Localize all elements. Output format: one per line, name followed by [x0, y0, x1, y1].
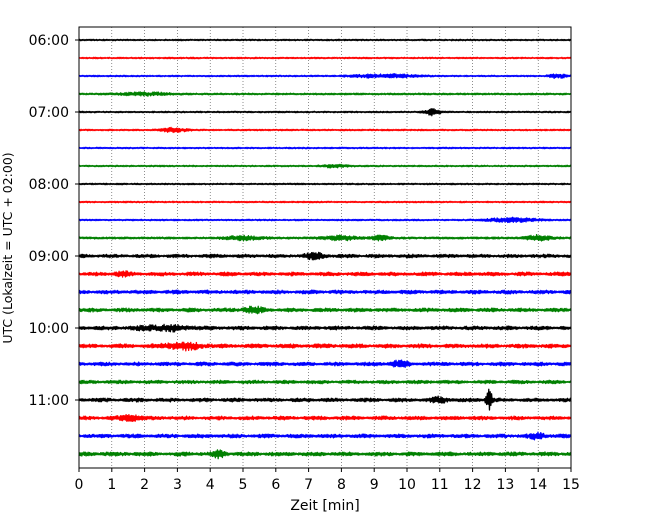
x-tick-label: 13 — [496, 477, 514, 493]
seismogram-trace — [78, 182, 572, 186]
seismogram-trace — [78, 431, 572, 441]
seismogram-trace — [78, 388, 572, 411]
y-tick-label: 11:00 — [29, 393, 69, 409]
seismogram-trace — [78, 449, 572, 460]
seismogram-trace — [78, 379, 572, 385]
x-tick-label: 11 — [431, 477, 449, 493]
y-tick-label: 08:00 — [29, 177, 69, 193]
x-tick-label: 14 — [529, 477, 547, 493]
seismogram-trace — [78, 323, 572, 333]
y-axis-ticks: 06:00 07:00 08:00 09:00 10:00 11:00 — [29, 33, 79, 409]
seismogram-trace — [78, 270, 572, 278]
x-tick-label: 8 — [337, 477, 346, 493]
x-axis-label: Zeit [min] — [290, 498, 359, 514]
y-tick-label: 06:00 — [29, 33, 69, 49]
seismogram-trace — [78, 359, 572, 368]
x-tick-label: 12 — [464, 477, 482, 493]
seismogram-trace — [78, 341, 572, 352]
x-tick-label: 6 — [271, 477, 280, 493]
seismogram-trace — [78, 216, 572, 224]
seismogram-trace — [78, 233, 572, 242]
seismogram-trace — [78, 305, 572, 315]
x-tick-label: 2 — [140, 477, 149, 493]
seismogram-trace — [78, 200, 572, 204]
seismogram-trace — [78, 126, 572, 134]
y-tick-label: 07:00 — [29, 105, 69, 121]
seismogram-trace — [78, 289, 572, 295]
seismogram-trace — [78, 73, 572, 80]
x-tick-label: 5 — [239, 477, 248, 493]
x-tick-label: 1 — [107, 477, 116, 493]
seismogram-trace — [78, 146, 572, 150]
x-tick-label: 4 — [206, 477, 215, 493]
seismogram-trace — [78, 91, 572, 97]
x-tick-label: 0 — [75, 477, 84, 493]
y-tick-label: 10:00 — [29, 321, 69, 337]
x-tick-label: 15 — [562, 477, 580, 493]
plot-frame — [78, 26, 572, 469]
seismogram-trace — [78, 163, 572, 169]
x-axis-ticks: 0 1 2 3 4 5 6 7 8 9 10 11 12 13 14 15 — [75, 468, 580, 493]
x-tick-label: 3 — [173, 477, 182, 493]
seismogram-trace — [78, 56, 572, 60]
seismogram-trace — [78, 38, 572, 42]
x-tick-label: 10 — [398, 477, 416, 493]
seismogram-traces — [78, 38, 572, 460]
seismogram-trace — [78, 107, 572, 117]
y-axis-label: UTC (Lokalzeit = UTC + 02:00) — [0, 152, 15, 343]
seismogram-trace — [78, 251, 572, 261]
x-tick-label: 9 — [370, 477, 379, 493]
seismogram-trace — [78, 413, 572, 422]
x-tick-label: 7 — [304, 477, 313, 493]
y-tick-label: 09:00 — [29, 249, 69, 265]
